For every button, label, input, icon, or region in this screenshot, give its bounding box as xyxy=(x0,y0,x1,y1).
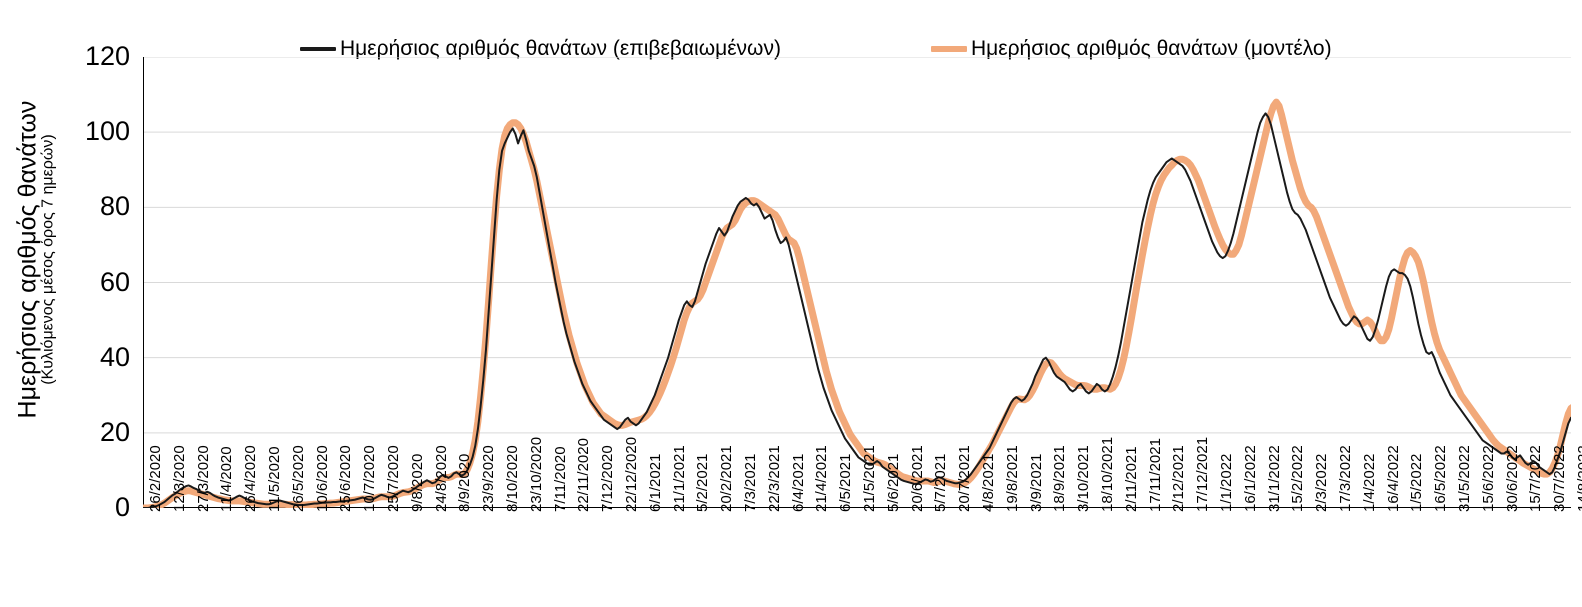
x-axis-tick-label: 30/6/2022 xyxy=(1503,445,1521,512)
x-axis-tick-label: 16/1/2022 xyxy=(1241,445,1259,512)
x-axis-tick-label: 17/3/2022 xyxy=(1337,445,1354,512)
x-axis-tick-label: 20/2/2021 xyxy=(718,445,736,512)
x-axis-tick-label: 11/5/2020 xyxy=(266,446,283,512)
x-axis-tick-label: 17/11/2021 xyxy=(1146,438,1164,512)
x-axis-tick-label: 15/2/2022 xyxy=(1289,445,1307,512)
x-axis-tick-label: 18/9/2021 xyxy=(1051,445,1069,512)
x-axis-tick-label: 16/4/2022 xyxy=(1384,445,1402,512)
x-axis-tick-label: 6/1/2021 xyxy=(646,453,664,512)
x-axis-tick-label: 2/12/2021 xyxy=(1170,445,1188,512)
x-axis-tick-label: 1/5/2022 xyxy=(1408,453,1426,512)
series-line xyxy=(143,112,1571,508)
y-axis-tick-label: 80 xyxy=(99,191,130,222)
x-axis-tick-label: 9/8/2020 xyxy=(408,453,426,512)
x-axis-tick-label: 1/1/2022 xyxy=(1218,453,1235,512)
x-axis-tick-label: 8/10/2020 xyxy=(504,445,521,512)
x-axis-tick-label: 14/8/2022 xyxy=(1575,445,1582,512)
x-axis-tick-label: 26/4/2020 xyxy=(242,445,260,512)
x-axis-tick-label: 22/12/2020 xyxy=(623,436,640,512)
x-axis-tick-label: 7/3/2021 xyxy=(742,453,759,512)
x-axis-tick-label: 10/6/2020 xyxy=(313,445,331,512)
x-axis-tick-label: 25/6/2020 xyxy=(337,445,355,512)
series-line xyxy=(143,98,1571,508)
legend-item[interactable]: Ημερήσιος αριθμός θανάτων (μοντέλο) xyxy=(930,37,1332,61)
y-axis-title-main: Ημερήσιος αριθμός θανάτων xyxy=(13,101,42,419)
legend-label: Ημερήσιος αριθμός θανάτων (μοντέλο) xyxy=(970,37,1332,60)
x-axis-tick-label: 24/8/2020 xyxy=(432,445,450,512)
chart-legend: Ημερήσιος αριθμός θανάτων (επιβεβαιωμένω… xyxy=(300,34,1332,64)
x-axis-tick-label: 1/4/2022 xyxy=(1360,453,1378,512)
x-axis-tick-label: 6/4/2021 xyxy=(789,453,807,512)
x-axis-tick-label: 25/7/2020 xyxy=(385,445,402,512)
x-axis-tick-label: 21/5/2021 xyxy=(861,445,878,512)
x-axis-tick-label: 22/3/2021 xyxy=(765,445,783,512)
x-axis-tick-label: 17/12/2021 xyxy=(1194,436,1212,512)
x-axis-tick-label: 4/8/2021 xyxy=(980,453,997,512)
x-axis-tick-labels: 26/2/2020 12/3/2020 27/3/2020 11/4/2020 26/4… xyxy=(143,437,1582,607)
x-axis-tick-label: 3/9/2021 xyxy=(1027,453,1045,512)
x-axis-tick-label: 12/3/2020 xyxy=(170,445,188,512)
chart-svg xyxy=(143,57,1571,508)
x-axis-tick-label: 8/9/2020 xyxy=(456,453,474,512)
x-axis-tick-label: 23/10/2020 xyxy=(527,436,545,512)
x-axis-tick-label: 15/7/2022 xyxy=(1527,445,1545,512)
y-axis-title-sub: (Κυλιόμενος μέσος όρος 7 ημερών) xyxy=(39,134,57,386)
y-axis-tick-label: 120 xyxy=(84,41,130,71)
x-axis-tick-label: 15/6/2022 xyxy=(1479,445,1497,512)
y-axis-tick-label: 20 xyxy=(99,416,130,447)
x-axis-tick-label: 20/7/2021 xyxy=(956,445,974,512)
x-axis-tick-label: 23/9/2020 xyxy=(480,445,498,512)
plot-area xyxy=(143,57,1571,508)
x-axis-tick-label: 16/5/2022 xyxy=(1432,445,1450,512)
x-axis-tick-label: 21/1/2021 xyxy=(670,445,688,512)
x-axis-tick-label: 7/11/2020 xyxy=(551,446,569,512)
x-axis-tick-label: 22/11/2020 xyxy=(575,438,593,512)
x-axis-tick-label: 21/4/2021 xyxy=(813,445,831,512)
y-axis-tick-labels: 120 100 80 60 40 20 0 xyxy=(68,0,130,607)
y-axis-tick-label: 0 xyxy=(114,492,130,522)
x-axis-tick-label: 6/5/2021 xyxy=(837,453,855,512)
legend-item[interactable]: Ημερήσιος αριθμός θανάτων (επιβεβαιωμένω… xyxy=(300,37,781,61)
y-axis-tick-label: 100 xyxy=(84,116,130,147)
legend-swatch-icon xyxy=(300,47,336,51)
x-axis-tick-label: 10/7/2020 xyxy=(361,445,379,512)
x-axis-tick-label: 2/11/2021 xyxy=(1122,446,1140,512)
x-axis-tick-label: 31/5/2022 xyxy=(1456,445,1473,512)
x-axis-tick-label: 19/8/2021 xyxy=(1003,445,1021,512)
x-axis-tick-label: 18/10/2021 xyxy=(1099,436,1116,512)
y-axis-title: Ημερήσιος αριθμός θανάτων (Κυλιόμενος μέ… xyxy=(0,0,72,520)
x-axis-tick-label: 5/2/2021 xyxy=(694,453,712,512)
x-axis-tick-label: 2/3/2022 xyxy=(1313,453,1331,512)
x-axis-tick-label: 20/6/2021 xyxy=(908,445,926,512)
x-axis-tick-label: 3/10/2021 xyxy=(1075,445,1093,512)
y-axis-tick-label: 40 xyxy=(99,341,130,372)
x-axis-tick-label: 7/12/2020 xyxy=(599,445,617,512)
x-axis-tick-label: 26/5/2020 xyxy=(289,445,307,512)
legend-label: Ημερήσιος αριθμός θανάτων (επιβεβαιωμένω… xyxy=(340,37,781,60)
x-axis-tick-label: 27/3/2020 xyxy=(194,445,212,512)
x-axis-tick-label: 31/1/2022 xyxy=(1265,445,1283,512)
y-axis-tick-label: 60 xyxy=(99,266,130,297)
legend-swatch-icon xyxy=(930,46,967,52)
x-axis-tick-label: 11/4/2020 xyxy=(218,446,236,512)
x-axis-tick-label: 26/2/2020 xyxy=(147,445,164,512)
x-axis-tick-label: 5/6/2021 xyxy=(884,453,902,512)
x-axis-tick-label: 5/7/2021 xyxy=(932,453,950,512)
x-axis-tick-label: 30/7/2022 xyxy=(1551,445,1569,512)
